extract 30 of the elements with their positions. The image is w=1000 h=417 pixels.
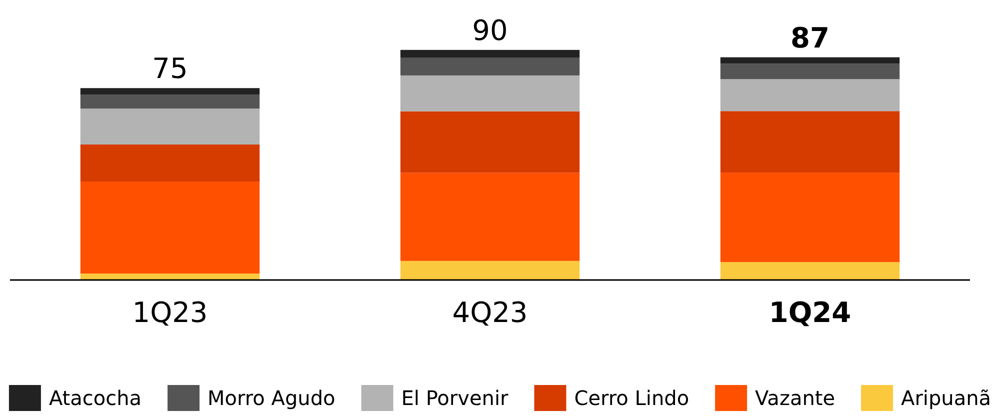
x-tick-label: 4Q23 [452, 296, 528, 329]
legend-label: El Porvenir [401, 386, 510, 410]
annotation: 75 [152, 52, 188, 86]
bar [400, 75, 580, 112]
x-tick-label: 1Q23 [132, 296, 208, 329]
bar [80, 274, 260, 280]
legend-label: Atacocha [48, 386, 142, 410]
bar [400, 172, 580, 261]
bar [400, 111, 580, 173]
legend-label: Vazante [755, 386, 836, 410]
legend-label: Aripuanã [901, 386, 992, 410]
bar [80, 108, 260, 144]
bar [80, 88, 260, 95]
bar [720, 172, 900, 262]
bar [720, 64, 900, 80]
bar [80, 144, 260, 182]
bar [720, 57, 900, 64]
bar [400, 50, 580, 58]
bar [400, 260, 580, 280]
bar [80, 94, 260, 109]
bar [80, 182, 260, 274]
legend-label: Cerro Lindo [574, 386, 690, 410]
annotation: 87 [790, 21, 830, 54]
annotation: 90 [472, 14, 508, 47]
x-tick-label: 1Q24 [768, 296, 852, 329]
bar [720, 79, 900, 112]
bar [400, 58, 580, 76]
legend-label: Morro Agudo [208, 386, 336, 410]
bar [720, 111, 900, 173]
bar [720, 262, 900, 280]
